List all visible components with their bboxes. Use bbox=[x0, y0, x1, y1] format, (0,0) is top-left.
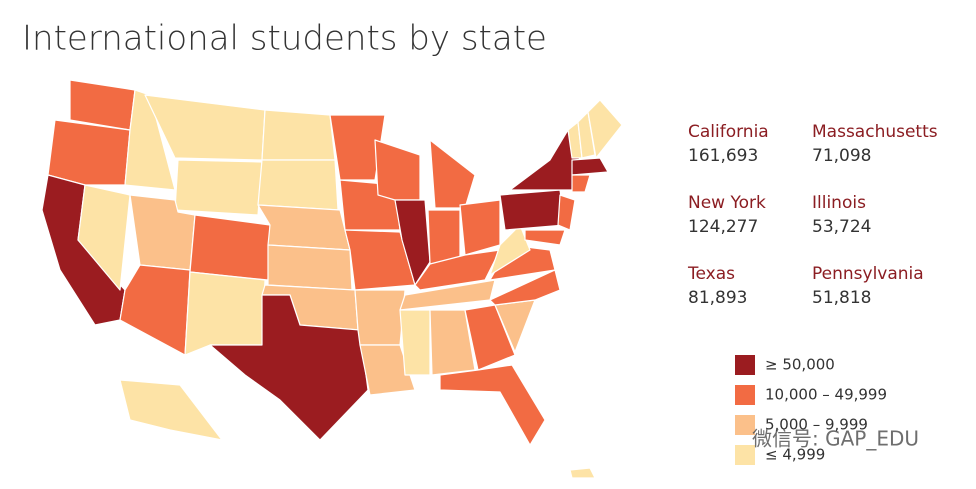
state-value: 124,277 bbox=[688, 217, 758, 237]
state-name: New York bbox=[688, 193, 766, 213]
title: International students by state bbox=[22, 19, 547, 59]
nebraska bbox=[257, 204, 351, 251]
legend-swatch bbox=[735, 355, 755, 375]
kansas bbox=[267, 244, 353, 291]
north-carolina bbox=[489, 269, 561, 306]
west-virginia bbox=[489, 224, 531, 276]
pennsylvania bbox=[499, 189, 566, 231]
legend-label: 10,000 – 49,999 bbox=[765, 386, 887, 404]
callouts: California 161,693 Massachusetts 71,098 New … bbox=[687, 122, 938, 308]
florida bbox=[439, 364, 546, 446]
maine bbox=[587, 99, 623, 159]
north-dakota bbox=[261, 109, 336, 161]
state-value: 53,724 bbox=[812, 217, 871, 237]
missouri bbox=[344, 229, 416, 291]
state-name: Massachusetts bbox=[812, 122, 938, 142]
legend-swatch bbox=[735, 385, 755, 405]
state-value: 81,893 bbox=[688, 288, 747, 308]
legend-swatch bbox=[735, 415, 755, 435]
texas bbox=[209, 294, 369, 441]
washington bbox=[69, 79, 136, 131]
legend-swatch bbox=[735, 445, 755, 465]
oregon bbox=[47, 119, 131, 186]
legend-label: ≤ 4,999 bbox=[765, 446, 825, 464]
state-name: Pennsylvania bbox=[812, 264, 924, 284]
mississippi bbox=[399, 309, 431, 376]
nevada bbox=[77, 184, 131, 291]
louisiana bbox=[359, 344, 416, 396]
massachusetts bbox=[571, 157, 609, 176]
state-value: 51,818 bbox=[812, 288, 871, 308]
wyoming bbox=[174, 159, 263, 216]
legend-label: 5,000 – 9,999 bbox=[765, 416, 868, 434]
idaho bbox=[124, 89, 176, 191]
ohio bbox=[459, 199, 501, 256]
legend-label: ≥ 50,000 bbox=[765, 356, 835, 374]
georgia bbox=[464, 304, 516, 371]
state-name: Illinois bbox=[812, 193, 866, 213]
us-map bbox=[41, 79, 623, 479]
state-name: California bbox=[688, 122, 769, 142]
state-value: 71,098 bbox=[812, 146, 871, 166]
south-dakota bbox=[257, 159, 339, 211]
state-value: 161,693 bbox=[688, 146, 758, 166]
michigan bbox=[429, 139, 476, 209]
wisconsin bbox=[374, 139, 421, 201]
alaska bbox=[119, 379, 223, 441]
state-name: Texas bbox=[687, 264, 735, 284]
watermark: 微信号: GAP_EDU bbox=[752, 427, 919, 451]
minnesota bbox=[329, 114, 386, 181]
hawaii bbox=[569, 467, 596, 479]
arkansas bbox=[354, 289, 406, 346]
connecticut bbox=[571, 174, 591, 193]
colorado bbox=[189, 214, 271, 281]
arizona bbox=[119, 264, 191, 356]
maryland bbox=[524, 229, 566, 246]
legend: ≥ 50,000 10,000 – 49,999 5,000 – 9,999 ≤ 4,… bbox=[735, 355, 887, 465]
new-mexico bbox=[184, 271, 266, 356]
new-jersey bbox=[557, 194, 576, 231]
indiana bbox=[427, 209, 461, 265]
